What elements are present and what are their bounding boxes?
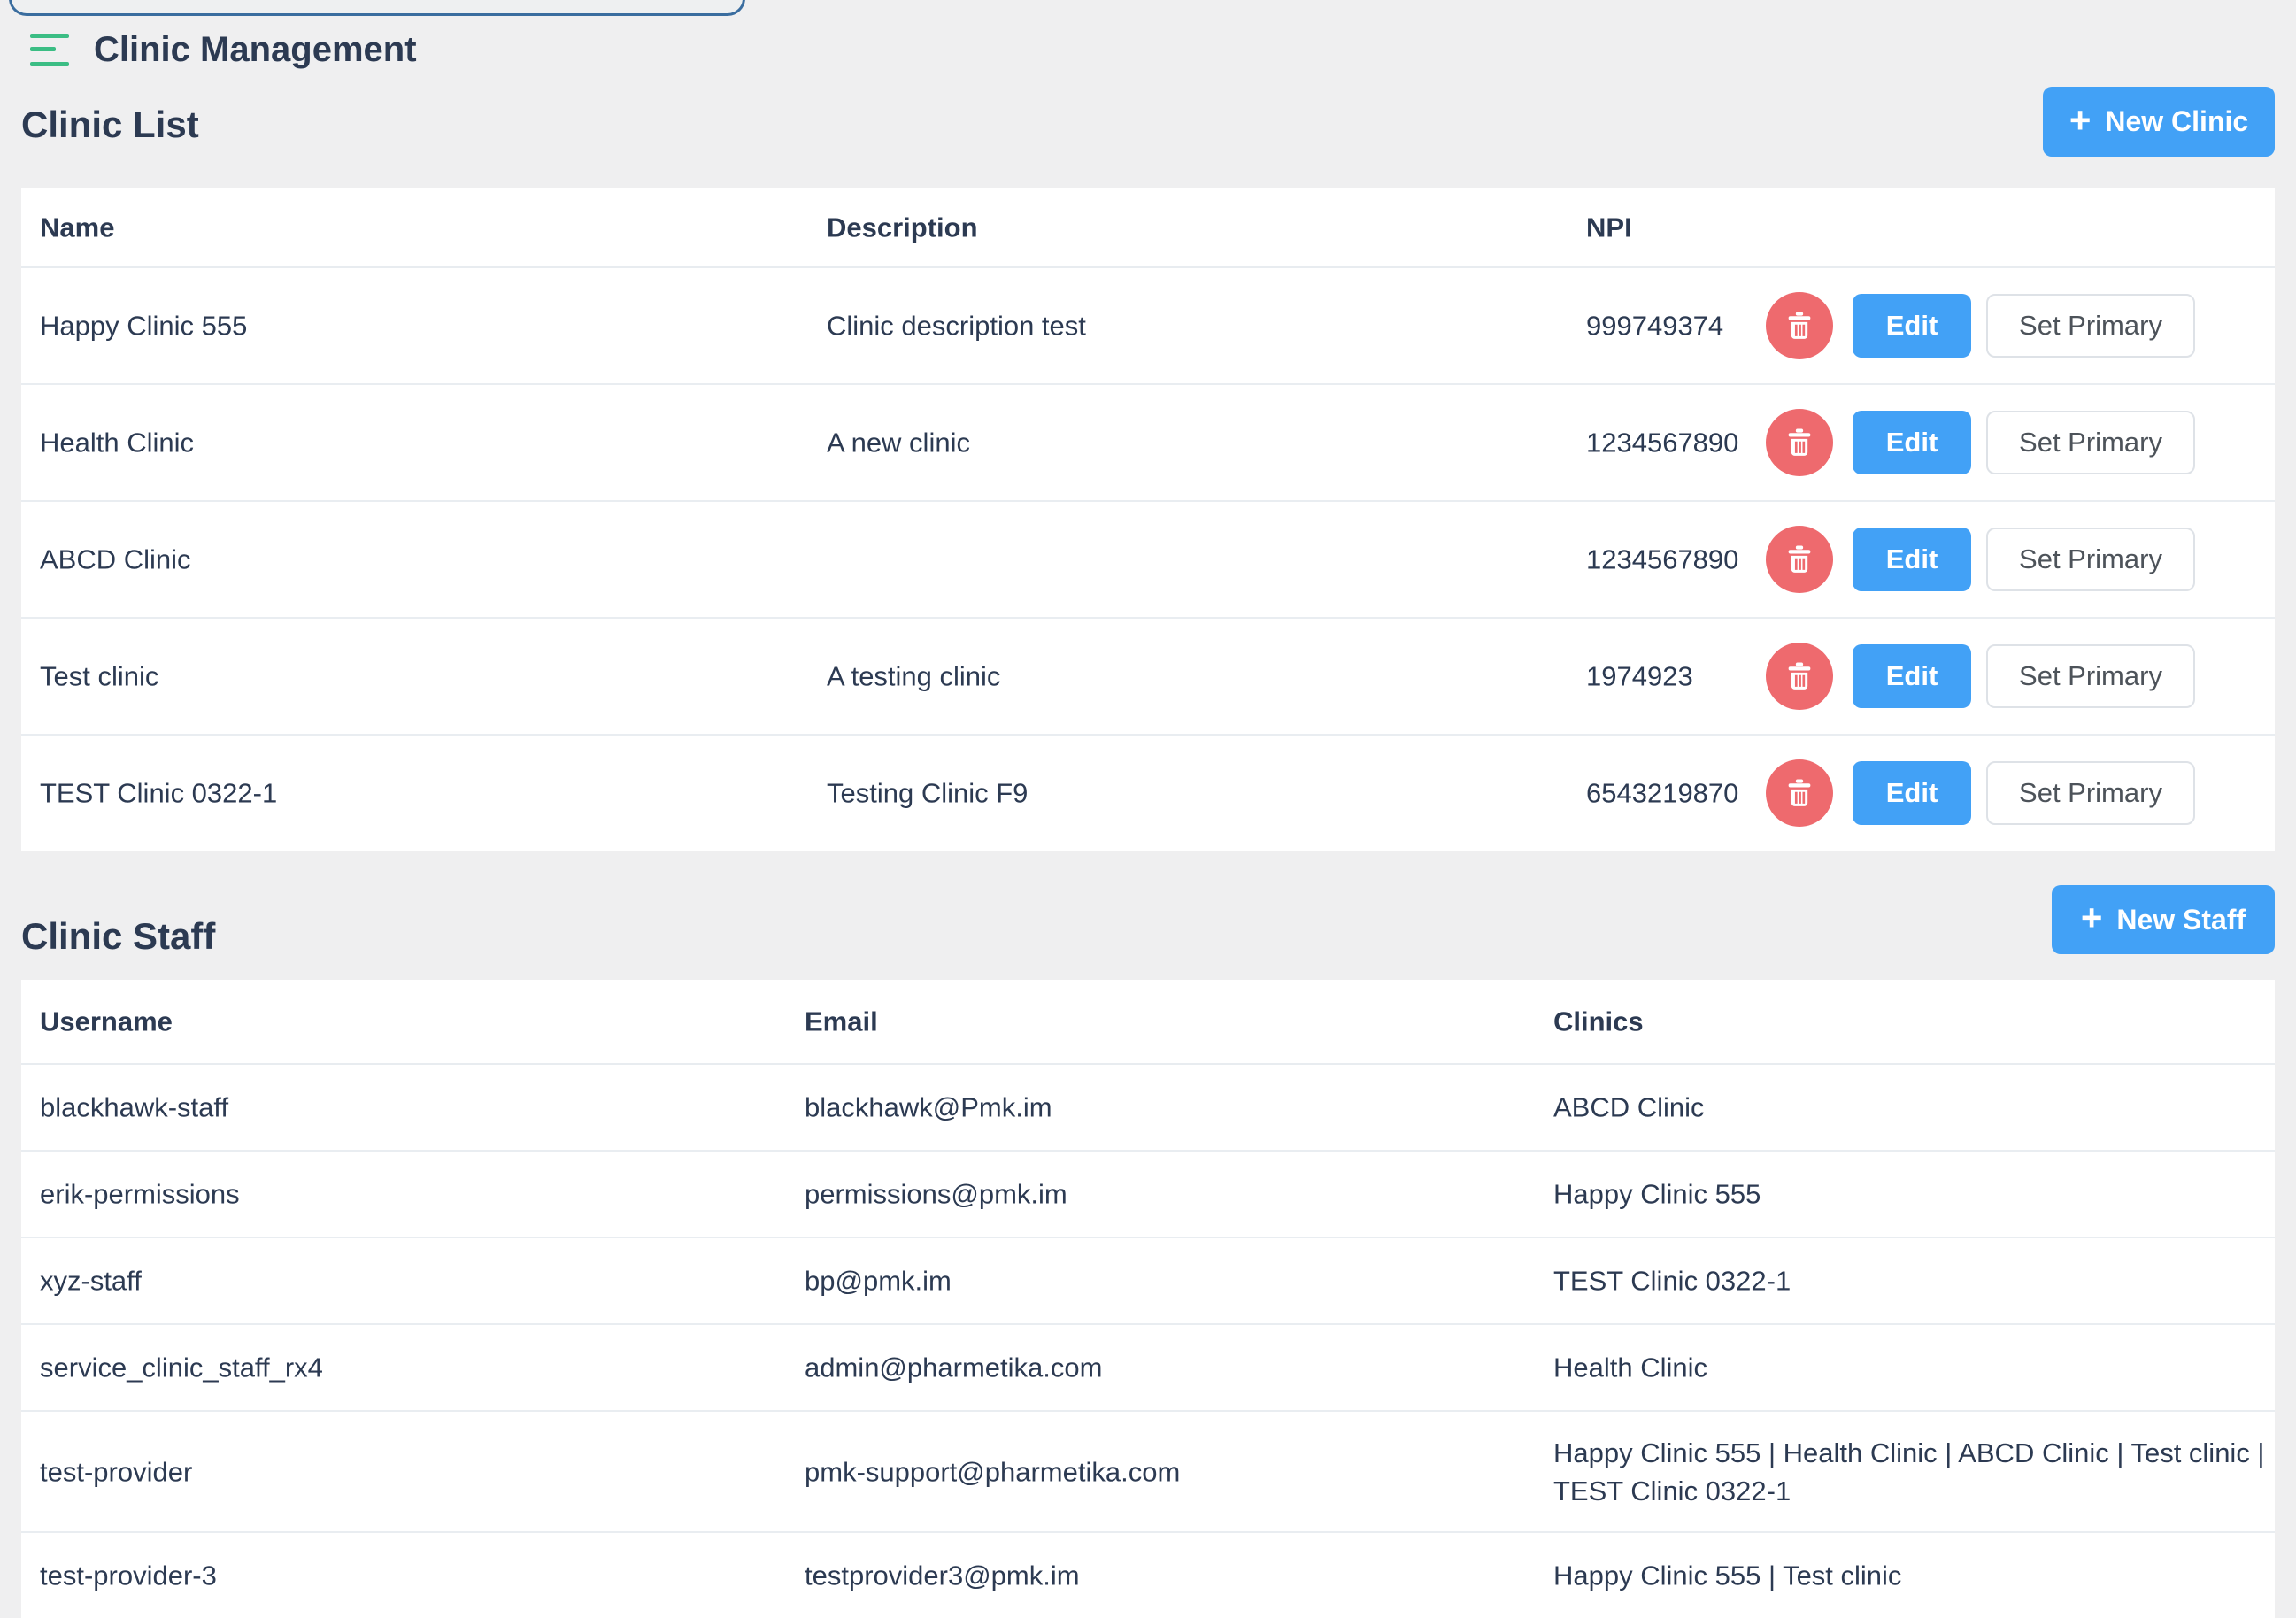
plus-icon: + (2080, 897, 2103, 938)
clinic-staff-table-header: Username Email Clinics (21, 980, 2275, 1065)
new-clinic-button[interactable]: + New Clinic (2043, 87, 2275, 157)
set-primary-button[interactable]: Set Primary (1986, 528, 2195, 591)
page-title: Clinic Management (94, 30, 417, 69)
trash-icon (1783, 426, 1816, 459)
top-scrolled-input[interactable] (9, 0, 745, 16)
trash-icon (1783, 309, 1816, 343)
clinic-description: A testing clinic (827, 660, 1001, 692)
edit-clinic-button[interactable]: Edit (1853, 411, 1971, 474)
staff-username: erik-permissions (40, 1178, 240, 1210)
staff-clinics: Happy Clinic 555 (1553, 1178, 1761, 1210)
staff-row: service_clinic_staff_rx4 admin@pharmetik… (21, 1325, 2275, 1412)
clinic-description: A new clinic (827, 427, 970, 458)
clinic-staff-table: Username Email Clinics blackhawk-staff b… (21, 980, 2275, 1618)
trash-icon (1783, 776, 1816, 810)
edit-clinic-button[interactable]: Edit (1853, 294, 1971, 358)
column-header-name: Name (40, 212, 115, 243)
edit-clinic-button[interactable]: Edit (1853, 644, 1971, 708)
staff-username: blackhawk-staff (40, 1091, 229, 1123)
clinic-npi: 1234567890 (1586, 427, 1739, 458)
column-header-clinics: Clinics (1553, 1005, 1644, 1037)
column-header-npi: NPI (1586, 212, 1632, 243)
delete-clinic-button[interactable] (1766, 526, 1833, 593)
set-primary-button[interactable]: Set Primary (1986, 294, 2195, 358)
menu-bar (30, 47, 56, 51)
staff-username: xyz-staff (40, 1265, 142, 1297)
clinic-list-heading: Clinic List (21, 104, 199, 145)
clinic-list-table-body: Happy Clinic 555 Clinic description test… (21, 268, 2275, 851)
clinic-name: TEST Clinic 0322-1 (40, 777, 278, 809)
clinic-list-table: Name Description NPI Happy Clinic 555 Cl… (21, 188, 2275, 851)
set-primary-button[interactable]: Set Primary (1986, 411, 2195, 474)
clinic-staff-table-body: blackhawk-staff blackhawk@Pmk.im ABCD Cl… (21, 1065, 2275, 1618)
staff-clinics: Health Clinic (1553, 1352, 1708, 1383)
clinic-row: Health Clinic A new clinic 1234567890 (21, 385, 2275, 502)
staff-email: permissions@pmk.im (805, 1178, 1067, 1210)
column-header-description: Description (827, 212, 978, 243)
column-header-email: Email (805, 1005, 878, 1037)
new-staff-button-label: New Staff (2116, 903, 2246, 936)
staff-email: pmk-support@pharmetika.com (805, 1456, 1181, 1487)
clinic-row: ABCD Clinic 1234567890 (21, 502, 2275, 619)
staff-email: admin@pharmetika.com (805, 1352, 1103, 1383)
staff-username: test-provider (40, 1456, 193, 1487)
delete-clinic-button[interactable] (1766, 759, 1833, 827)
clinic-description: Testing Clinic F9 (827, 777, 1029, 809)
new-staff-button[interactable]: + New Staff (2052, 885, 2275, 954)
clinic-name: Happy Clinic 555 (40, 310, 248, 342)
staff-clinics: Happy Clinic 555 | Test clinic (1553, 1560, 1902, 1591)
clinic-row: Happy Clinic 555 Clinic description test… (21, 268, 2275, 385)
clinic-npi: 1234567890 (1586, 543, 1739, 575)
staff-row: test-provider-3 testprovider3@pmk.im Hap… (21, 1533, 2275, 1618)
clinic-staff-heading: Clinic Staff (21, 915, 216, 957)
staff-email: blackhawk@Pmk.im (805, 1091, 1052, 1123)
staff-clinics: TEST Clinic 0322-1 (1553, 1265, 1791, 1297)
staff-row: blackhawk-staff blackhawk@Pmk.im ABCD Cl… (21, 1065, 2275, 1152)
trash-icon (1783, 543, 1816, 576)
staff-row: test-provider pmk-support@pharmetika.com… (21, 1412, 2275, 1533)
delete-clinic-button[interactable] (1766, 643, 1833, 710)
clinic-npi: 1974923 (1586, 660, 1693, 692)
staff-username: service_clinic_staff_rx4 (40, 1352, 323, 1383)
clinic-row: Test clinic A testing clinic 1974923 (21, 619, 2275, 736)
edit-clinic-button[interactable]: Edit (1853, 528, 1971, 591)
clinic-npi: 6543219870 (1586, 777, 1739, 809)
staff-email: bp@pmk.im (805, 1265, 952, 1297)
clinic-name: ABCD Clinic (40, 543, 191, 575)
clinic-name: Test clinic (40, 660, 159, 692)
trash-icon (1783, 659, 1816, 693)
menu-bar (30, 34, 69, 38)
clinic-npi: 999749374 (1586, 310, 1724, 342)
staff-clinics: ABCD Clinic (1553, 1091, 1705, 1123)
new-clinic-button-label: New Clinic (2105, 105, 2249, 137)
staff-username: test-provider-3 (40, 1560, 217, 1591)
staff-email: testprovider3@pmk.im (805, 1560, 1080, 1591)
menu-icon[interactable] (30, 34, 69, 66)
staff-row: xyz-staff bp@pmk.im TEST Clinic 0322-1 (21, 1238, 2275, 1325)
plus-icon: + (2069, 98, 2092, 141)
staff-row: erik-permissions permissions@pmk.im Happ… (21, 1152, 2275, 1238)
delete-clinic-button[interactable] (1766, 409, 1833, 476)
clinic-name: Health Clinic (40, 427, 195, 458)
delete-clinic-button[interactable] (1766, 292, 1833, 359)
menu-bar (30, 62, 69, 66)
clinic-list-table-header: Name Description NPI (21, 188, 2275, 268)
column-header-username: Username (40, 1005, 173, 1037)
staff-clinics: Happy Clinic 555 | Health Clinic | ABCD … (1553, 1437, 2265, 1506)
set-primary-button[interactable]: Set Primary (1986, 644, 2195, 708)
set-primary-button[interactable]: Set Primary (1986, 761, 2195, 825)
clinic-row: TEST Clinic 0322-1 Testing Clinic F9 654… (21, 736, 2275, 851)
clinic-description: Clinic description test (827, 310, 1086, 342)
edit-clinic-button[interactable]: Edit (1853, 761, 1971, 825)
